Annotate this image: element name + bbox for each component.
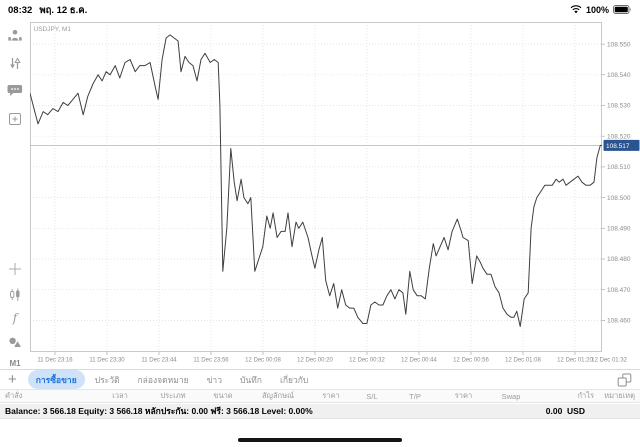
column-header-volume: ขนาด	[213, 391, 233, 400]
wifi-icon	[570, 4, 582, 16]
svg-text:12 Dec 00:56: 12 Dec 00:56	[453, 358, 489, 363]
tab-history[interactable]: ประวัติ	[94, 374, 120, 385]
accounts-icon[interactable]	[8, 28, 23, 46]
new-order-icon[interactable]	[9, 112, 22, 130]
svg-text:11 Dec 23:30: 11 Dec 23:30	[89, 358, 125, 363]
timeframe-button[interactable]: M1	[9, 359, 21, 368]
column-header-time: เวลา	[112, 391, 128, 400]
svg-text:12 Dec 00:32: 12 Dec 00:32	[349, 358, 385, 363]
column-header-swap: Swap	[501, 391, 521, 401]
svg-text:12 Dec 01:20: 12 Dec 01:20	[557, 358, 593, 363]
indicators-icon[interactable]: f	[12, 311, 18, 325]
column-header-comment: หมายเหตุ	[604, 391, 635, 400]
column-header-symbol: สัญลักษณ์	[261, 391, 294, 400]
account-summary-text: Balance: 3 566.18 Equity: 3 566.18 หลักป…	[5, 406, 313, 416]
svg-text:12 Dec 00:08: 12 Dec 00:08	[245, 358, 281, 363]
svg-text:108.540: 108.540	[607, 72, 631, 79]
svg-text:108.550: 108.550	[607, 41, 631, 48]
tab-journal[interactable]: บันทึก	[239, 374, 262, 385]
add-order-button[interactable]: +	[8, 370, 17, 388]
svg-text:108.517: 108.517	[606, 143, 630, 150]
status-date: พฤ. 12 ธ.ค.	[39, 4, 88, 16]
battery-icon	[613, 4, 632, 16]
column-header-price: ราคา	[322, 391, 340, 400]
svg-text:12 Dec 01:08: 12 Dec 01:08	[505, 358, 541, 363]
column-header-profit: กำไร	[577, 391, 594, 400]
chat-icon[interactable]	[7, 84, 23, 101]
column-header-tp: T/P	[409, 391, 421, 401]
chart-type-icon[interactable]	[9, 288, 21, 306]
account-summary-row: Balance: 3 566.18 Equity: 3 566.18 หลักป…	[0, 404, 640, 419]
battery-percent: 100%	[585, 5, 609, 15]
orders-table-header: คำสั่ง เวลา ประเภท ขนาด สัญลักษณ์ ราคา S/L T/P ร…	[0, 389, 640, 403]
svg-text:108.500: 108.500	[607, 195, 631, 202]
sort-icon[interactable]	[617, 373, 632, 387]
crosshair-icon[interactable]	[8, 262, 22, 278]
svg-text:108.480: 108.480	[607, 256, 631, 263]
column-header-price2: ราคา	[454, 391, 473, 400]
column-header-type: ประเภท	[160, 391, 186, 400]
svg-text:11 Dec 23:16: 11 Dec 23:16	[37, 358, 73, 363]
objects-icon[interactable]	[8, 336, 22, 352]
svg-text:12 Dec 00:44: 12 Dec 00:44	[401, 358, 437, 363]
tab-news[interactable]: ข่าว	[206, 374, 222, 385]
svg-text:11 Dec 23:44: 11 Dec 23:44	[141, 358, 177, 363]
price-chart[interactable]: 108.550 108.540 108.530 108.520 108.510 108.5…	[29, 22, 640, 364]
bottom-tab-bar: + การซื้อขาย ประวัติ กล่องจดหมาย ข่าว บันทึก…	[0, 369, 640, 389]
svg-text:12 Dec 01:32: 12 Dec 01:32	[591, 358, 627, 363]
svg-text:12 Dec 00:20: 12 Dec 00:20	[297, 358, 333, 363]
status-bar: 08:32 พฤ. 12 ธ.ค. 100%	[0, 0, 640, 20]
column-header-sl: S/L	[366, 391, 378, 401]
svg-text:108.490: 108.490	[607, 225, 631, 232]
svg-text:108.470: 108.470	[607, 287, 631, 294]
svg-text:108.510: 108.510	[607, 164, 631, 171]
tab-mailbox[interactable]: กล่องจดหมาย	[137, 374, 189, 385]
column-header-order: คำสั่ง	[5, 391, 23, 400]
svg-text:108.460: 108.460	[607, 318, 631, 325]
chart-side-toolbar: f M1	[0, 20, 30, 370]
chart-symbol-label: USDJPY, M1	[34, 26, 72, 33]
clock: 08:32	[8, 4, 33, 16]
tab-trade[interactable]: การซื้อขาย	[27, 370, 85, 389]
svg-text:11 Dec 23:56: 11 Dec 23:56	[193, 358, 229, 363]
svg-text:108.530: 108.530	[607, 103, 631, 110]
trade-arrows-icon[interactable]	[9, 56, 22, 75]
home-indicator[interactable]	[238, 437, 402, 442]
tab-about[interactable]: เกี่ยวกับ	[279, 374, 309, 385]
account-profit: 0.00 USD	[545, 406, 585, 416]
svg-text:108.520: 108.520	[607, 133, 631, 140]
